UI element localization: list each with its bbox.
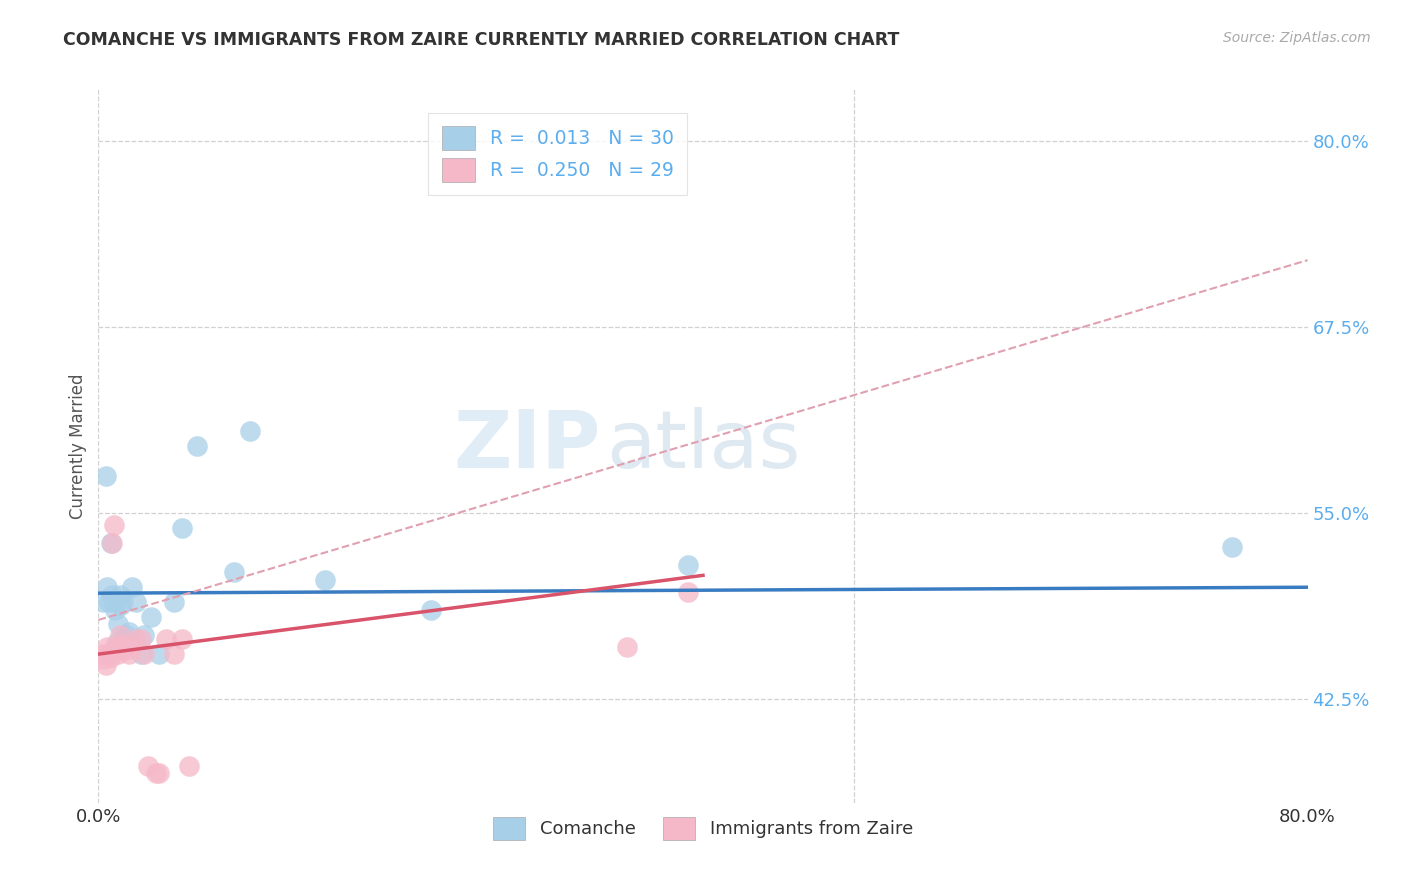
Point [110, 598, 132, 612]
Point [121, 580, 143, 594]
Text: atlas: atlas [606, 407, 800, 485]
Point [104, 640, 127, 654]
Point [676, 558, 699, 572]
Point [107, 617, 129, 632]
Point [132, 647, 155, 661]
Point [101, 588, 124, 602]
Point [1220, 540, 1243, 554]
Point [108, 628, 131, 642]
Point [107, 647, 129, 661]
Point [100, 650, 122, 665]
Point [118, 647, 141, 661]
Point [98, 595, 121, 609]
Legend: Comanche, Immigrants from Zaire: Comanche, Immigrants from Zaire [485, 810, 921, 847]
Point [145, 766, 167, 780]
Point [148, 647, 170, 661]
Point [121, 640, 143, 654]
Point [100, 535, 122, 549]
Point [96, 640, 118, 654]
Point [148, 766, 170, 780]
Point [616, 640, 638, 654]
Point [104, 602, 127, 616]
Point [114, 642, 136, 657]
Point [96, 580, 118, 594]
Point [132, 628, 155, 642]
Point [239, 424, 262, 438]
Text: COMANCHE VS IMMIGRANTS FROM ZAIRE CURRENTLY MARRIED CORRELATION CHART: COMANCHE VS IMMIGRANTS FROM ZAIRE CURREN… [63, 31, 900, 49]
Point [111, 640, 134, 654]
Text: ZIP: ZIP [453, 407, 600, 485]
Point [98, 647, 121, 661]
Point [179, 758, 201, 772]
Point [125, 595, 148, 609]
Point [91, 647, 114, 661]
Point [155, 632, 177, 647]
Point [105, 642, 128, 657]
Point [103, 595, 125, 609]
Point [91, 595, 114, 609]
Point [314, 573, 336, 587]
Point [163, 595, 186, 609]
Point [118, 624, 141, 639]
Point [125, 632, 148, 647]
Point [103, 517, 125, 532]
Point [94, 657, 117, 672]
Point [114, 628, 136, 642]
Text: Source: ZipAtlas.com: Source: ZipAtlas.com [1223, 31, 1371, 45]
Point [224, 566, 246, 580]
Point [186, 439, 208, 453]
Point [93, 651, 115, 665]
Point [94, 468, 117, 483]
Point [110, 637, 132, 651]
Point [420, 602, 443, 616]
Point [170, 521, 193, 535]
Point [129, 647, 152, 661]
Point [676, 584, 699, 599]
Point [129, 632, 152, 647]
Point [111, 595, 134, 609]
Point [108, 588, 131, 602]
Point [170, 632, 193, 647]
Y-axis label: Currently Married: Currently Married [69, 373, 87, 519]
Point [136, 758, 159, 772]
Point [163, 647, 186, 661]
Point [101, 535, 124, 549]
Point [105, 635, 128, 649]
Point [141, 610, 163, 624]
